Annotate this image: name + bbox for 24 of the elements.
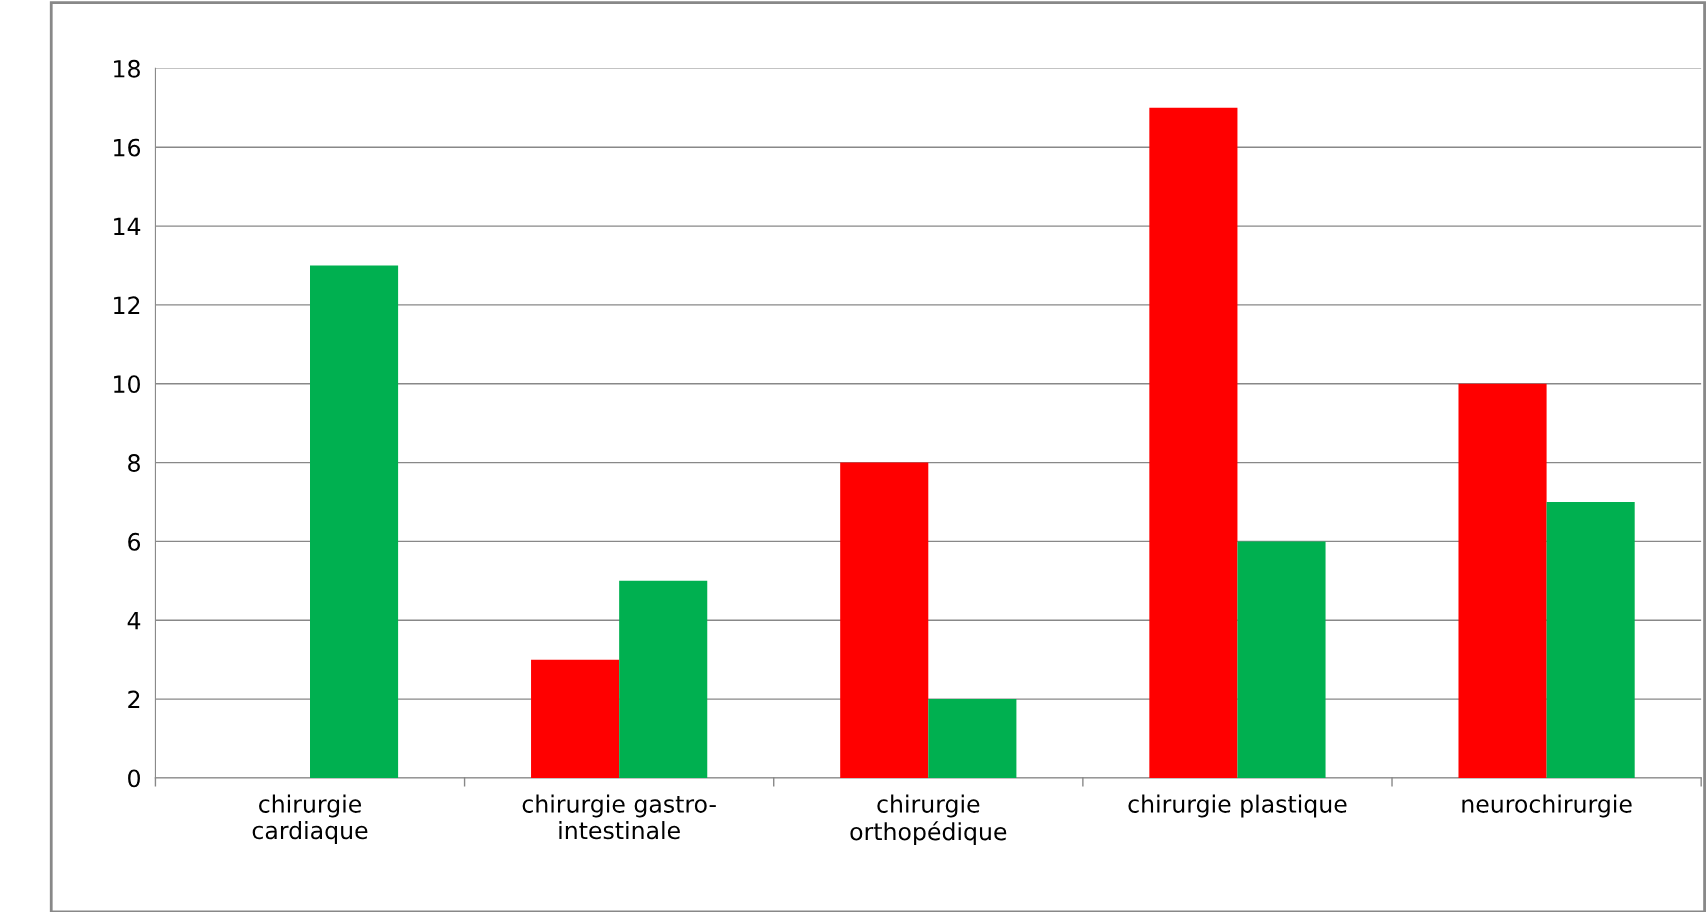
- x-tick-label: chirurgie cardiaque: [252, 794, 368, 844]
- y-tick-label: 8: [128, 454, 140, 472]
- y-tick-label: 2: [128, 690, 140, 709]
- x-tick-label: chirurgie orthopédique: [850, 794, 1007, 846]
- y-tick-label: 12: [114, 296, 140, 314]
- bar: [310, 265, 399, 778]
- y-tick-label: 10: [114, 375, 140, 394]
- x-tick-label: chirurgie gastro- intestinale: [522, 794, 716, 840]
- y-tick-label: 4: [127, 612, 141, 630]
- x-tick-label: chirurgie plastique: [1128, 794, 1347, 818]
- bar: [840, 462, 929, 778]
- bar: [928, 699, 1017, 778]
- y-tick-label: 16: [114, 138, 141, 157]
- y-tick-label: 0: [128, 769, 140, 788]
- bar: [619, 580, 708, 778]
- x-tick-label: neurochirurgie: [1462, 794, 1632, 818]
- y-tick-label: 6: [128, 532, 141, 551]
- bar: [531, 659, 620, 778]
- bar: [1546, 502, 1635, 778]
- y-tick-label: 14: [114, 217, 141, 236]
- bar: [1237, 541, 1326, 778]
- bar: [1458, 383, 1547, 778]
- bar: [1149, 107, 1238, 778]
- y-tick-label: 18: [114, 59, 140, 78]
